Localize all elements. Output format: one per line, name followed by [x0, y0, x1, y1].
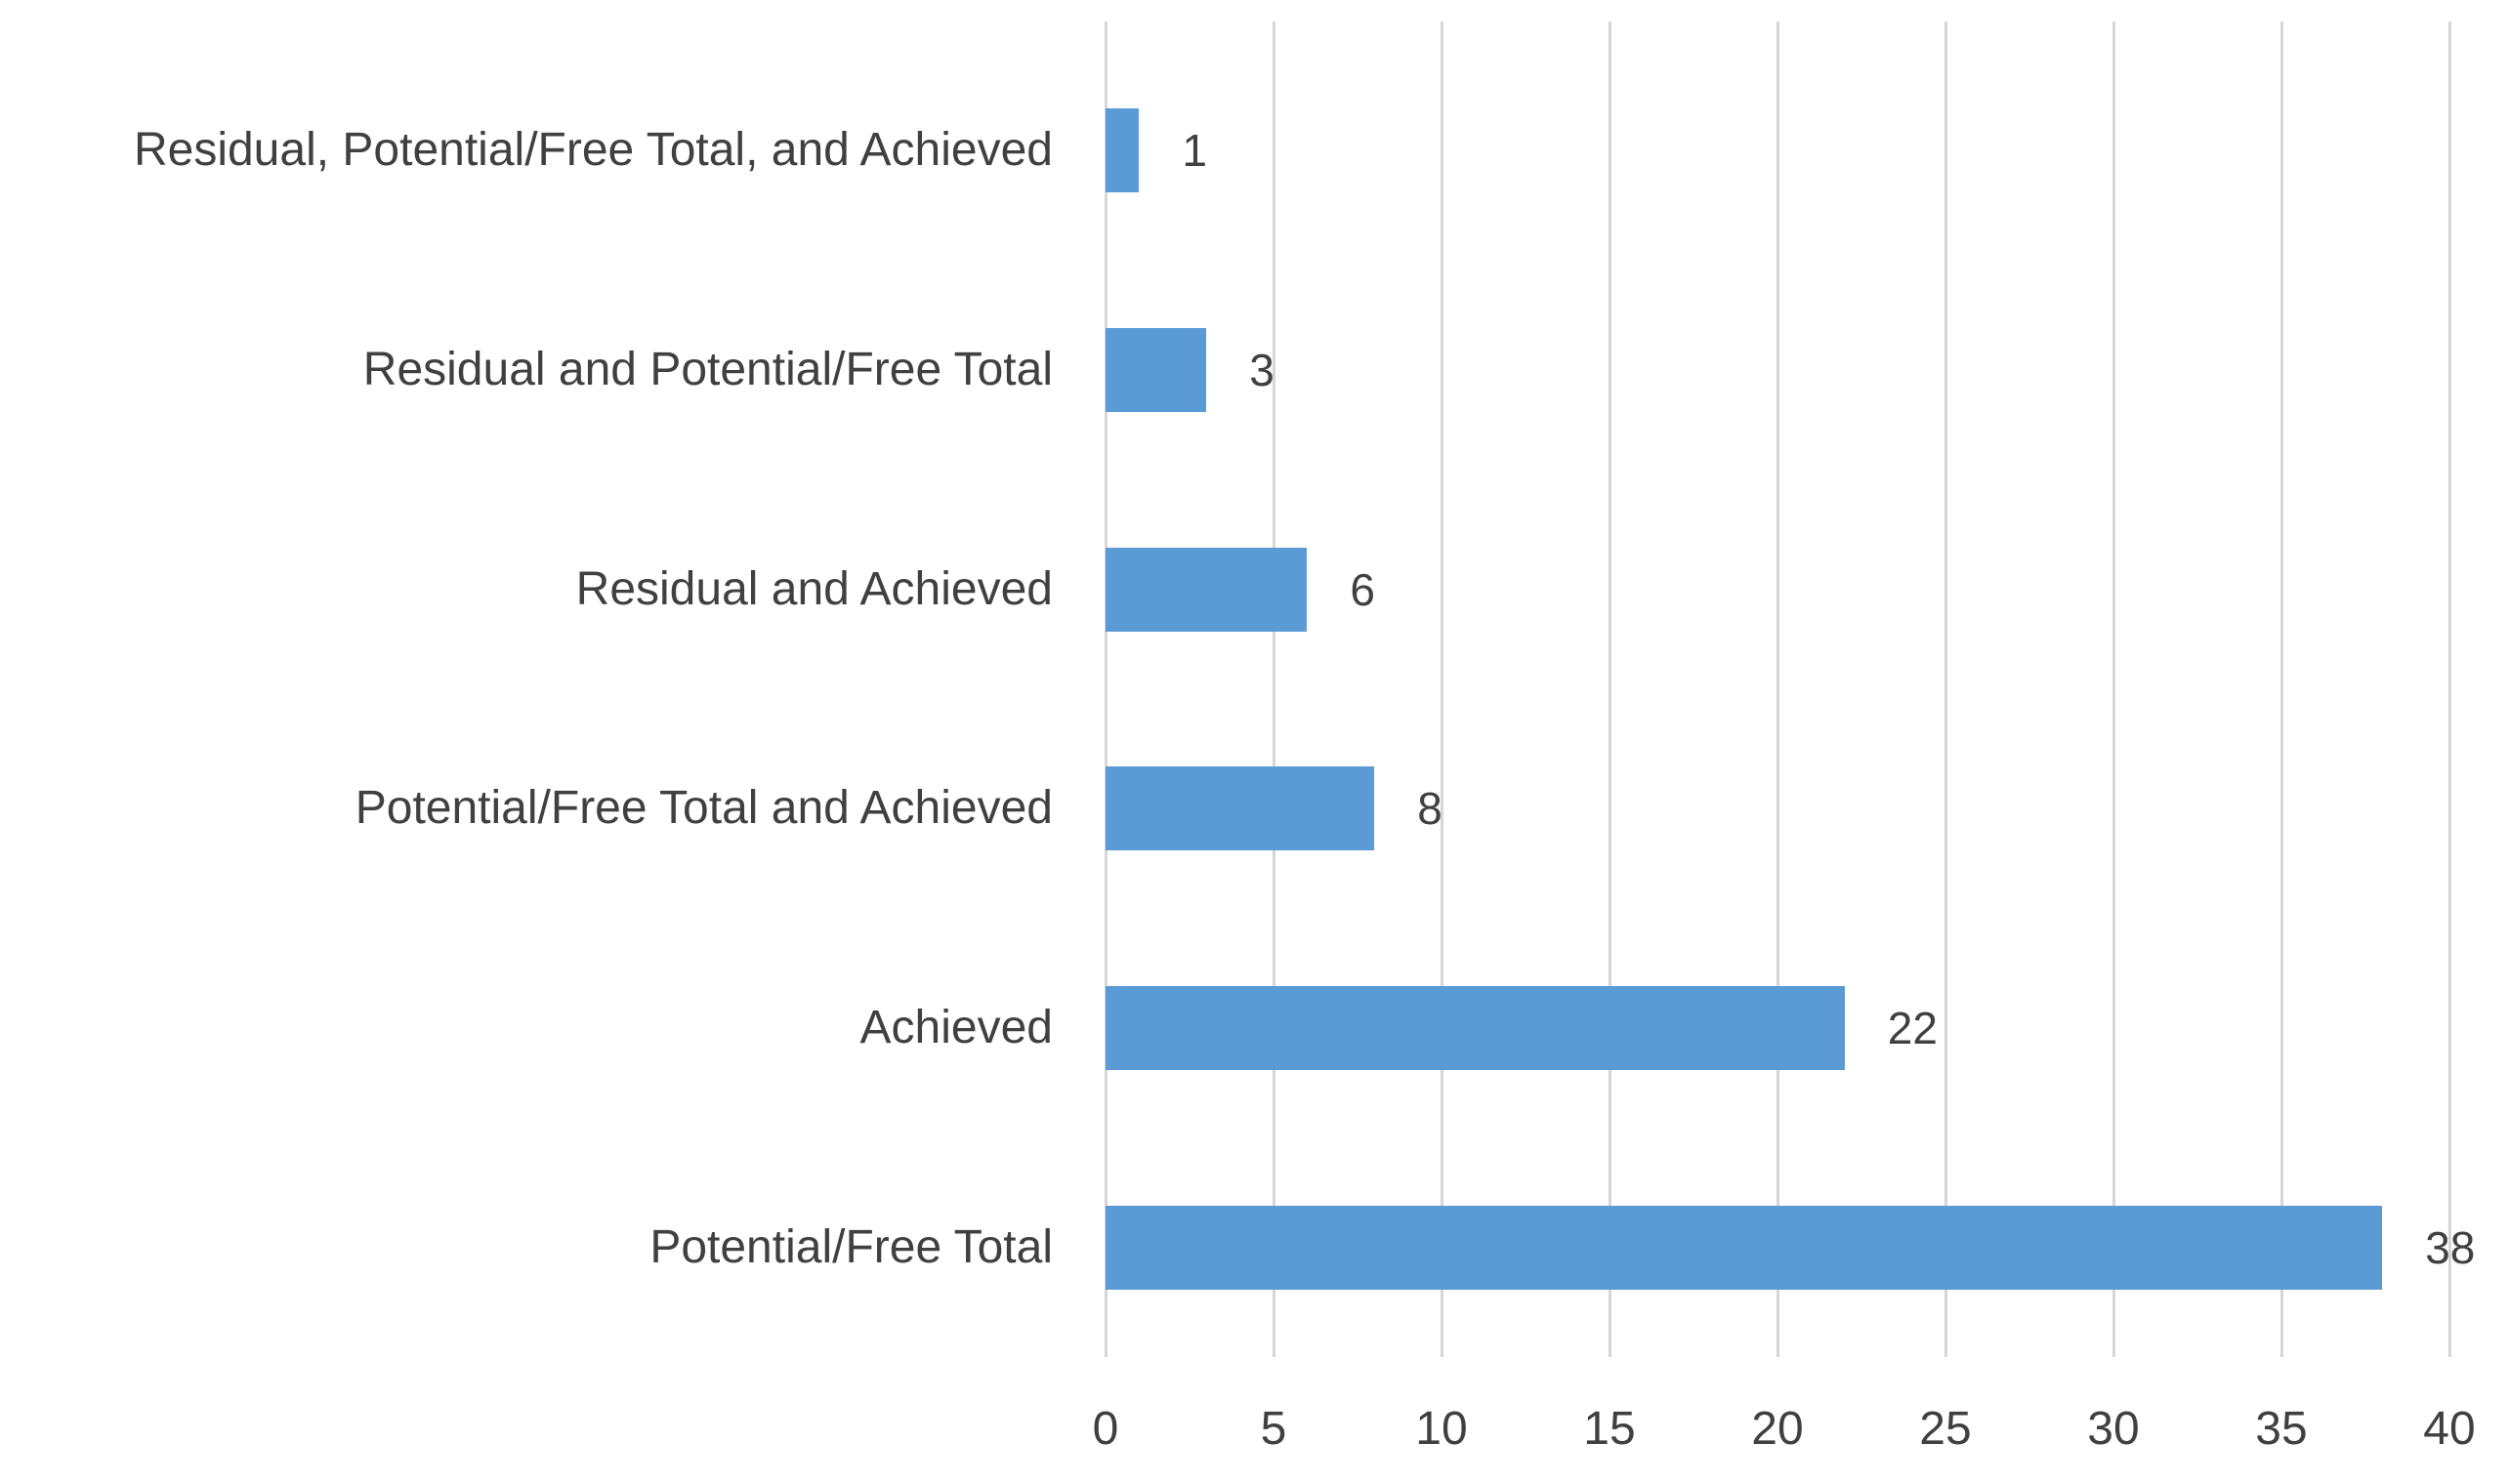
category-label: Residual, Potential/Free Total, and Achi… — [133, 124, 1053, 177]
bar — [1106, 328, 1207, 412]
x-tick-label: 5 — [1260, 1403, 1287, 1455]
value-label: 38 — [2425, 1221, 2476, 1273]
x-tick-label: 25 — [1919, 1403, 1972, 1455]
gridline — [2447, 21, 2451, 1357]
gridline — [1944, 21, 1947, 1357]
gridline — [1608, 21, 1611, 1357]
x-tick-label: 40 — [2423, 1403, 2476, 1455]
category-label: Achieved — [859, 1002, 1053, 1053]
category-label: Residual and Potential/Free Total — [362, 344, 1053, 395]
gridline — [1776, 21, 1779, 1357]
category-label: Potential/Free Total and Achieved — [355, 782, 1053, 835]
x-tick-label: 20 — [1751, 1403, 1804, 1455]
gridline — [2279, 21, 2283, 1357]
bar — [1106, 1205, 2383, 1290]
bar — [1106, 547, 1308, 632]
bar — [1106, 766, 1375, 851]
x-tick-label: 30 — [2087, 1403, 2140, 1455]
value-label: 6 — [1350, 563, 1375, 615]
x-tick-label: 15 — [1583, 1403, 1636, 1455]
category-label: Potential/Free Total — [649, 1220, 1053, 1273]
x-tick-label: 35 — [2255, 1403, 2308, 1455]
gridline — [1440, 21, 1443, 1357]
category-label: Residual and Achieved — [575, 562, 1053, 615]
gridline — [1104, 21, 1108, 1357]
bar — [1106, 986, 1845, 1070]
x-tick-label: 0 — [1092, 1403, 1119, 1455]
value-label: 3 — [1249, 345, 1275, 395]
value-label: 22 — [1887, 1003, 1938, 1053]
x-tick-label: 10 — [1415, 1403, 1468, 1455]
value-label: 8 — [1417, 783, 1442, 835]
value-label: 1 — [1182, 125, 1207, 177]
gridline — [2111, 21, 2115, 1357]
bar — [1106, 108, 1140, 193]
gridline — [1272, 21, 1275, 1357]
